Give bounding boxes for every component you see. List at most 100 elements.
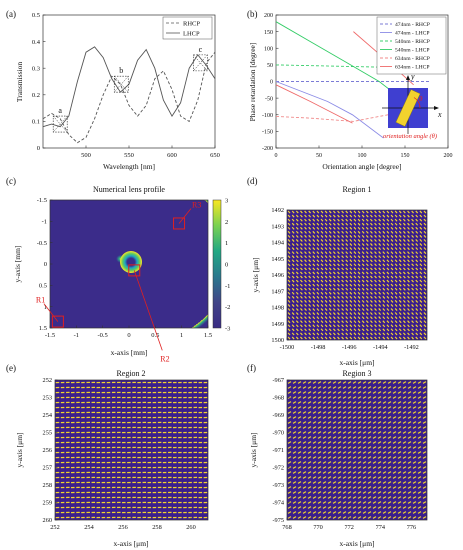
nanorod-mark bbox=[137, 496, 141, 499]
nanorod-mark bbox=[320, 247, 324, 251]
nanorod-mark bbox=[287, 446, 292, 449]
nanorod-mark bbox=[407, 411, 412, 414]
nanorod-mark bbox=[81, 471, 85, 474]
nanorod-mark bbox=[297, 411, 302, 414]
nanorod-mark bbox=[101, 401, 106, 404]
legend-lhcp-label: LHCP bbox=[183, 31, 200, 38]
nanorod-mark bbox=[203, 436, 208, 439]
nanorod-mark bbox=[398, 218, 402, 222]
nanorod-mark bbox=[111, 431, 116, 434]
nanorod-mark bbox=[378, 320, 382, 324]
nanorod-mark bbox=[291, 316, 295, 320]
nanorod-mark bbox=[76, 511, 80, 514]
nanorod-mark bbox=[287, 214, 291, 218]
nanorod-mark bbox=[352, 381, 357, 384]
nanorod-mark bbox=[419, 287, 423, 291]
nanorod-mark bbox=[142, 406, 147, 409]
panel-e-region-2: (e) Region 2 252 254 256 258 260252253254255… bbox=[6, 363, 209, 548]
nanorod-mark bbox=[394, 283, 398, 287]
nanorod-mark bbox=[377, 496, 382, 499]
nanorod-mark bbox=[407, 481, 412, 484]
nanorod-mark bbox=[367, 416, 372, 419]
nanorod-mark bbox=[337, 210, 340, 214]
nanorod-mark bbox=[397, 506, 402, 509]
annotation-box-a bbox=[52, 115, 68, 133]
nanorod-mark bbox=[86, 386, 90, 389]
nanorod-mark bbox=[183, 416, 187, 419]
nanorod-mark bbox=[173, 386, 177, 389]
nanorod-mark bbox=[422, 481, 427, 484]
nanorod-mark bbox=[86, 471, 90, 474]
nanorod-mark bbox=[316, 267, 320, 271]
nanorod-mark bbox=[312, 471, 317, 474]
nanorod-mark bbox=[173, 476, 177, 479]
nanorod-mark bbox=[382, 243, 386, 247]
nanorod-mark bbox=[101, 396, 106, 399]
nanorod-mark bbox=[362, 446, 367, 449]
inset-caption: orientation angle (θ) bbox=[383, 133, 437, 140]
nanorod-mark bbox=[168, 386, 172, 389]
nanorod-mark bbox=[111, 396, 116, 399]
nanorod-mark bbox=[362, 401, 367, 404]
nanorod-mark bbox=[173, 456, 177, 459]
nanorod-mark bbox=[349, 251, 353, 255]
nanorod-mark bbox=[302, 461, 307, 464]
nanorod-mark bbox=[419, 230, 423, 234]
nanorod-mark bbox=[367, 426, 372, 429]
nanorod-mark bbox=[287, 239, 291, 242]
nanorod-mark bbox=[147, 446, 152, 449]
nanorod-mark bbox=[188, 391, 192, 394]
nanorod-mark bbox=[345, 320, 349, 324]
nanorod-mark bbox=[137, 486, 141, 489]
nanorod-mark bbox=[101, 381, 106, 384]
nanorod-mark bbox=[387, 431, 392, 434]
nanorod-mark bbox=[347, 416, 352, 419]
nanorod-mark bbox=[127, 406, 131, 409]
nanorod-mark bbox=[317, 441, 322, 444]
nanorod-mark bbox=[291, 287, 295, 291]
nanorod-mark bbox=[386, 320, 390, 324]
nanorod-mark bbox=[419, 324, 423, 328]
nanorod-mark bbox=[387, 451, 392, 454]
nanorod-mark bbox=[66, 471, 70, 474]
nanorod-mark bbox=[122, 456, 126, 459]
nanorod-mark bbox=[96, 426, 101, 429]
nanorod-mark bbox=[111, 481, 116, 484]
nanorod-mark bbox=[312, 234, 316, 238]
nanorod-mark bbox=[162, 466, 167, 469]
nanorod-mark bbox=[295, 230, 299, 234]
nanorod-mark bbox=[332, 466, 337, 469]
nanorod-mark bbox=[412, 461, 417, 464]
nanorod-mark bbox=[162, 511, 167, 514]
nanorod-mark bbox=[402, 501, 407, 504]
nanorod-mark bbox=[132, 476, 136, 479]
nanorod-mark bbox=[423, 308, 427, 311]
nanorod-mark bbox=[86, 401, 90, 404]
nanorod-mark bbox=[91, 456, 96, 459]
nanorod-mark bbox=[300, 243, 303, 246]
nanorod-mark bbox=[183, 411, 187, 414]
nanorod-mark bbox=[378, 234, 382, 238]
nanorod-mark bbox=[337, 218, 340, 222]
nanorod-mark bbox=[392, 381, 397, 384]
nanorod-mark bbox=[423, 226, 427, 230]
nanorod-mark bbox=[357, 251, 361, 255]
x-tick-label: 0 bbox=[275, 153, 278, 159]
nanorod-mark bbox=[117, 431, 121, 434]
nanorod-mark bbox=[308, 320, 312, 324]
nanorod-mark bbox=[297, 516, 302, 519]
nanorod-mark bbox=[327, 406, 332, 409]
nanorod-mark bbox=[342, 471, 347, 474]
nanorod-mark bbox=[327, 471, 332, 474]
nanorod-mark bbox=[316, 295, 320, 299]
nanorod-mark bbox=[287, 496, 292, 499]
nanorod-mark bbox=[173, 466, 177, 469]
nanorod-mark bbox=[81, 411, 85, 414]
nanorod-mark bbox=[287, 234, 291, 238]
nanorod-mark bbox=[132, 491, 136, 494]
nanorod-mark bbox=[415, 320, 419, 324]
region-3-background bbox=[287, 380, 427, 520]
nanorod-mark bbox=[287, 416, 292, 419]
nanorod-mark bbox=[203, 401, 208, 404]
